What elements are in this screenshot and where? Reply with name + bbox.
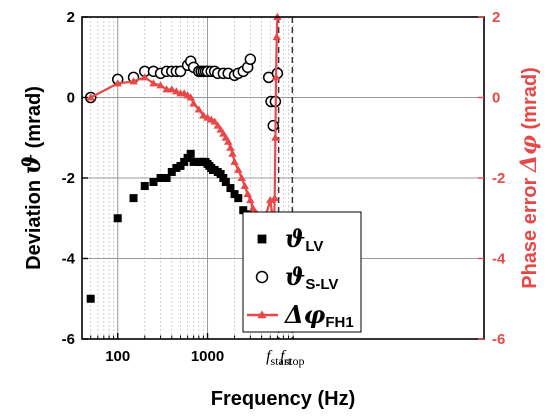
point-delta_phi_fh1 <box>228 149 237 157</box>
point-theta_lv <box>86 294 95 303</box>
point-delta_phi_fh1 <box>224 137 233 145</box>
legend-label-theta_lv: ϑLV <box>285 224 323 255</box>
annotation-label-stop: fstop <box>280 348 304 368</box>
point-theta_slv <box>267 119 280 132</box>
point-theta_slv <box>174 65 187 78</box>
point-theta_lv <box>156 174 165 182</box>
y-tick-label-right: -2 <box>492 170 505 187</box>
point-delta_phi_fh1 <box>237 173 246 181</box>
x-tick-label: 100 <box>105 348 130 365</box>
point-theta_lv <box>113 214 122 223</box>
point-delta_phi_fh1 <box>240 181 249 189</box>
y-tick-label-right: 0 <box>492 90 500 107</box>
point-theta_lv <box>167 167 176 176</box>
point-delta_phi_fh1 <box>234 165 243 173</box>
point-delta_phi_fh1 <box>194 105 204 113</box>
y-tick-label-left: 2 <box>67 9 75 26</box>
x-tick-label: 1000 <box>191 348 224 365</box>
series-theta_slv <box>84 53 284 132</box>
legend-label-theta_slv: ϑS-LV <box>285 262 338 293</box>
point-delta_phi_fh1 <box>266 195 275 204</box>
point-delta_phi_fh1 <box>129 77 138 85</box>
point-theta_lv <box>129 194 138 203</box>
point-delta_phi_fh1 <box>213 121 222 129</box>
point-delta_phi_fh1 <box>243 189 252 198</box>
point-delta_phi_fh1 <box>226 143 235 151</box>
point-delta_phi_fh1 <box>186 93 195 101</box>
y-tick-label-right: -6 <box>492 331 505 348</box>
point-delta_phi_fh1 <box>172 87 181 95</box>
point-delta_phi_fh1 <box>156 81 165 89</box>
point-theta_lv <box>189 157 198 166</box>
point-delta_phi_fh1 <box>113 79 122 87</box>
point-delta_phi_fh1 <box>271 73 281 81</box>
point-theta_lv <box>230 190 239 199</box>
y-tick-label-left: -4 <box>62 251 76 268</box>
point-delta_phi_fh1 <box>270 193 279 202</box>
point-delta_phi_fh1 <box>230 157 239 165</box>
point-delta_phi_fh1 <box>149 79 158 87</box>
point-delta_phi_fh1 <box>271 133 280 141</box>
point-theta_lv <box>219 174 228 182</box>
legend-marker-delta_phi_fh1 <box>257 310 267 319</box>
point-delta_phi_fh1 <box>246 195 255 204</box>
point-theta_lv <box>162 174 171 182</box>
point-theta_slv <box>244 53 257 66</box>
y-tick-label-right: 2 <box>492 9 500 26</box>
point-delta_phi_fh1 <box>167 85 176 93</box>
y-tick-label-left: -6 <box>62 331 75 348</box>
legend-label-delta_phi_fh1: ΔφFH1 <box>284 300 354 331</box>
point-theta_lv <box>183 153 192 162</box>
point-theta_lv <box>176 161 185 170</box>
series-delta_phi_fh1 <box>86 12 282 230</box>
y-tick-label-right: -4 <box>492 251 506 268</box>
point-theta_lv <box>221 178 230 187</box>
y-axis-title-left: Deviation ϑ (mrad) <box>17 86 46 270</box>
y-tick-label-left: -2 <box>62 170 75 187</box>
point-theta_lv <box>172 163 181 172</box>
point-delta_phi_fh1 <box>140 73 149 81</box>
point-theta_lv <box>140 182 149 191</box>
point-delta_phi_fh1 <box>199 111 208 119</box>
point-delta_phi_fh1 <box>189 99 198 107</box>
point-theta_lv <box>149 178 158 187</box>
point-delta_phi_fh1 <box>272 32 281 41</box>
point-theta_lv <box>186 149 195 158</box>
point-delta_phi_fh1 <box>210 117 219 125</box>
point-theta_lv <box>216 169 225 178</box>
annotation-label-start: fstart <box>266 348 292 368</box>
point-theta_lv <box>239 206 248 215</box>
point-theta_lv <box>180 157 189 166</box>
x-axis-title: Frequency (Hz) <box>211 388 355 410</box>
point-theta_lv <box>234 194 243 203</box>
y-axis-title-right: Phase error Δφ (mrad) <box>516 67 542 289</box>
legend: ϑLV ϑS-LV ΔφFH1 <box>242 211 362 333</box>
y-tick-label-left: 0 <box>67 90 75 107</box>
point-theta_lv <box>226 184 235 193</box>
point-delta_phi_fh1 <box>86 93 95 101</box>
legend-marker-theta_lv <box>257 234 267 244</box>
legend-marker-theta_slv <box>255 270 269 284</box>
